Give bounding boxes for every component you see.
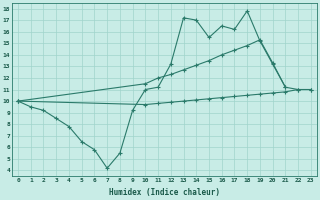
X-axis label: Humidex (Indice chaleur): Humidex (Indice chaleur)	[109, 188, 220, 197]
